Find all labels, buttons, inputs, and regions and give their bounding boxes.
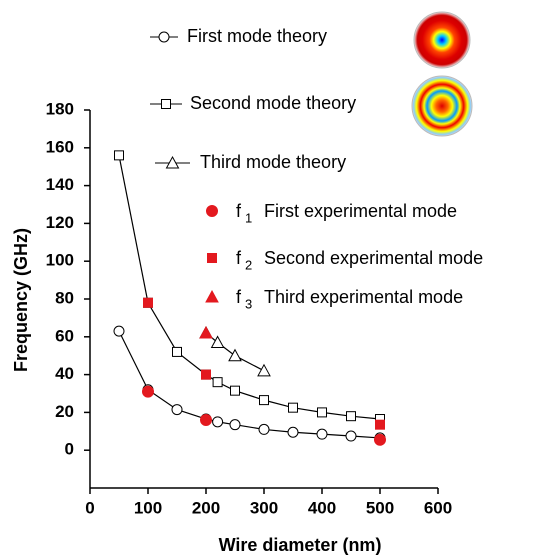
marker	[113, 325, 125, 337]
marker	[316, 428, 328, 440]
legend-label: Third mode theory	[200, 152, 346, 172]
mode-image	[411, 75, 473, 137]
y-tick-label: 0	[65, 440, 74, 459]
marker	[205, 289, 219, 303]
legend-label: First experimental mode	[264, 201, 457, 221]
y-tick-label: 120	[46, 213, 74, 232]
marker	[228, 348, 242, 362]
x-tick-label: 400	[308, 498, 336, 517]
legend-symbol: f	[236, 201, 242, 221]
y-tick-label: 60	[55, 326, 74, 345]
x-tick-label: 0	[85, 498, 94, 517]
marker	[374, 433, 386, 446]
x-tick-label: 500	[366, 498, 394, 517]
x-tick-label: 600	[424, 498, 452, 517]
marker	[317, 407, 327, 418]
y-tick-label: 140	[46, 175, 74, 194]
y-axis-title: Frequency (GHz)	[11, 228, 31, 372]
y-tick-label: 80	[55, 288, 74, 307]
marker	[258, 423, 270, 435]
legend-subscript: 2	[245, 257, 252, 272]
marker	[158, 31, 170, 43]
marker	[165, 155, 180, 169]
x-axis-title: Wire diameter (nm)	[219, 535, 382, 555]
x-tick-label: 100	[134, 498, 162, 517]
marker	[171, 404, 183, 416]
marker	[287, 426, 299, 438]
legend-symbol: f	[236, 287, 242, 307]
marker	[229, 419, 241, 431]
legend-label: Second experimental mode	[264, 248, 483, 268]
legend-symbol: f	[236, 248, 242, 268]
marker	[259, 395, 269, 406]
marker	[199, 325, 213, 339]
marker	[212, 377, 223, 388]
y-tick-label: 40	[55, 364, 74, 383]
marker	[345, 430, 357, 442]
x-tick-label: 200	[192, 498, 220, 517]
marker	[206, 205, 218, 217]
legend-label: Third experimental mode	[264, 287, 463, 307]
marker	[207, 253, 217, 263]
legend-subscript: 3	[245, 296, 252, 311]
x-tick-label: 300	[250, 498, 278, 517]
marker	[200, 413, 212, 426]
series-line	[118, 330, 381, 439]
marker	[375, 419, 385, 430]
y-tick-label: 180	[46, 99, 74, 118]
legend-label: Second mode theory	[190, 93, 356, 113]
marker	[230, 385, 240, 396]
y-tick-label: 20	[55, 402, 74, 421]
marker	[142, 385, 154, 398]
marker	[212, 416, 224, 428]
y-tick-label: 160	[46, 137, 74, 156]
y-tick-label: 100	[46, 251, 74, 270]
marker	[114, 150, 124, 161]
marker	[210, 335, 225, 348]
marker	[346, 411, 356, 422]
legend-subscript: 1	[245, 210, 252, 225]
marker	[172, 346, 182, 357]
marker	[143, 297, 153, 308]
mode-image	[413, 11, 471, 69]
marker	[257, 363, 271, 377]
marker	[161, 99, 171, 109]
marker	[201, 369, 211, 380]
legend-label: First mode theory	[187, 26, 327, 46]
marker	[288, 402, 298, 413]
